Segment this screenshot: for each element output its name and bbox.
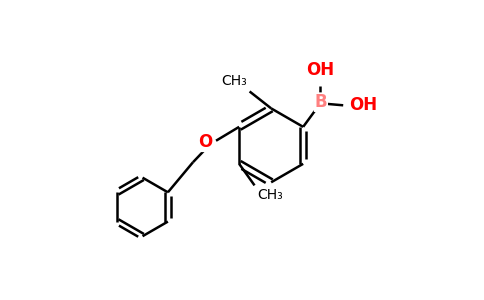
Text: O: O <box>198 133 212 151</box>
Text: CH₃: CH₃ <box>257 188 283 203</box>
Text: CH₃: CH₃ <box>221 74 246 88</box>
Text: B: B <box>315 93 327 111</box>
Text: OH: OH <box>306 61 334 79</box>
Text: OH: OH <box>349 96 378 114</box>
